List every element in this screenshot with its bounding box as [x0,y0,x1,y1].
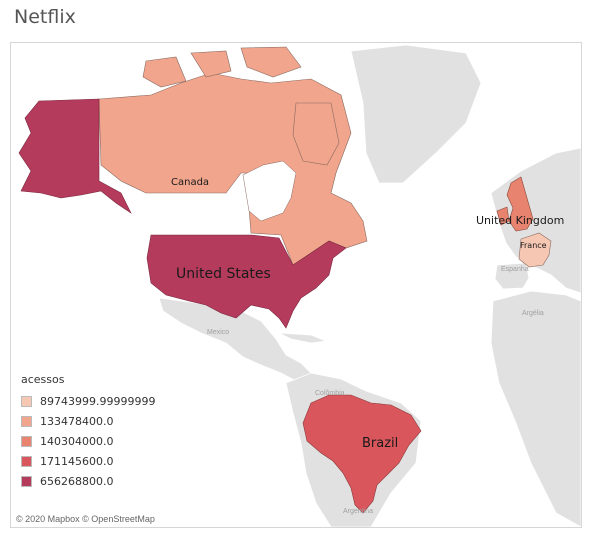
map-view[interactable]: Canada United States Brazil United Kingd… [10,42,582,528]
basemap-label-colombia: Colômbia [315,390,345,397]
legend-swatch-2 [21,415,32,427]
country-united-states[interactable] [146,234,347,329]
country-brazil[interactable] [302,394,422,514]
greenland-shape [350,44,482,184]
canada-island-3 [240,46,302,78]
map-canvas[interactable]: Canada United States Brazil United Kingd… [11,43,581,527]
label-canada: Canada [171,177,209,188]
legend-swatch-3 [21,435,32,447]
legend-item[interactable]: 171145600.0 [21,451,155,471]
country-united-kingdom[interactable] [506,176,534,232]
color-legend: acessos 89743999.99999999 133478400.0 14… [21,373,155,491]
canada-island-2 [190,50,232,78]
caribbean-shape [278,332,328,344]
country-united-kingdom-ireland [496,206,510,226]
hudson-bay [242,160,297,222]
legend-item[interactable]: 140304000.0 [21,431,155,451]
label-united-states: United States [176,266,271,282]
legend-label: 89743999.99999999 [40,394,156,408]
map-attribution[interactable]: © 2020 Mapbox © OpenStreetMap [16,514,155,524]
basemap-label-argentina: Argentina [343,508,373,515]
canada-island-4 [292,102,340,166]
legend-label: 656268800.0 [40,474,114,488]
label-united-kingdom: United Kingdom [476,214,564,227]
africa-shape [490,290,581,527]
legend-label: 171145600.0 [40,454,114,468]
basemap-label-argelia: Argélia [522,310,544,317]
basemap-label-mexico: Mexico [207,329,229,336]
legend-swatch-1 [21,395,32,407]
legend-item[interactable]: 656268800.0 [21,471,155,491]
legend-label: 140304000.0 [40,434,114,448]
page-title: Netflix [14,6,76,28]
country-france[interactable] [518,232,552,268]
label-france: France [520,241,547,250]
legend-swatch-5 [21,475,32,487]
canada-island-1 [142,56,187,88]
legend-swatch-4 [21,455,32,467]
country-united-states-alaska[interactable] [18,98,132,214]
legend-item[interactable]: 89743999.99999999 [21,391,155,411]
legend-item[interactable]: 133478400.0 [21,411,155,431]
legend-title: acessos [21,373,65,386]
label-brazil: Brazil [362,436,398,451]
legend-label: 133478400.0 [40,414,114,428]
basemap-label-espanha: Espanha [501,266,529,273]
